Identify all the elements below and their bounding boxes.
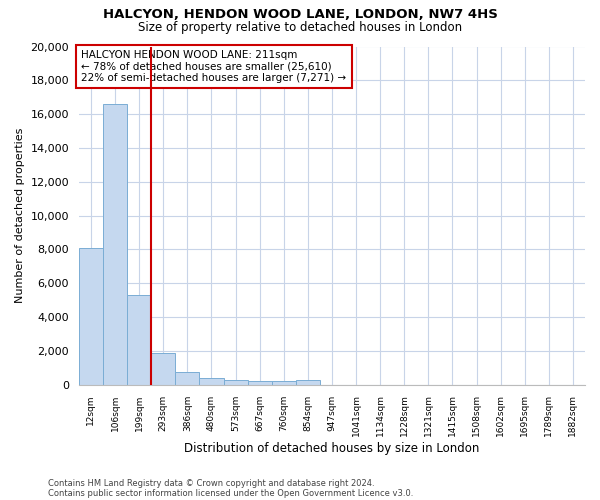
Text: HALCYON, HENDON WOOD LANE, LONDON, NW7 4HS: HALCYON, HENDON WOOD LANE, LONDON, NW7 4… [103, 8, 497, 20]
Bar [248, 381, 272, 384]
X-axis label: Distribution of detached houses by size in London: Distribution of detached houses by size … [184, 442, 479, 455]
Bar [175, 372, 199, 384]
Bar [272, 382, 296, 384]
Bar [103, 104, 127, 384]
Bar [151, 354, 175, 384]
Bar [199, 378, 224, 384]
Text: Contains public sector information licensed under the Open Government Licence v3: Contains public sector information licen… [48, 488, 413, 498]
Bar [127, 295, 151, 384]
Text: HALCYON HENDON WOOD LANE: 211sqm
← 78% of detached houses are smaller (25,610)
2: HALCYON HENDON WOOD LANE: 211sqm ← 78% o… [82, 50, 347, 83]
Text: Contains HM Land Registry data © Crown copyright and database right 2024.: Contains HM Land Registry data © Crown c… [48, 478, 374, 488]
Bar [296, 380, 320, 384]
Y-axis label: Number of detached properties: Number of detached properties [15, 128, 25, 303]
Text: Size of property relative to detached houses in London: Size of property relative to detached ho… [138, 21, 462, 34]
Bar [224, 380, 248, 384]
Bar [79, 248, 103, 384]
